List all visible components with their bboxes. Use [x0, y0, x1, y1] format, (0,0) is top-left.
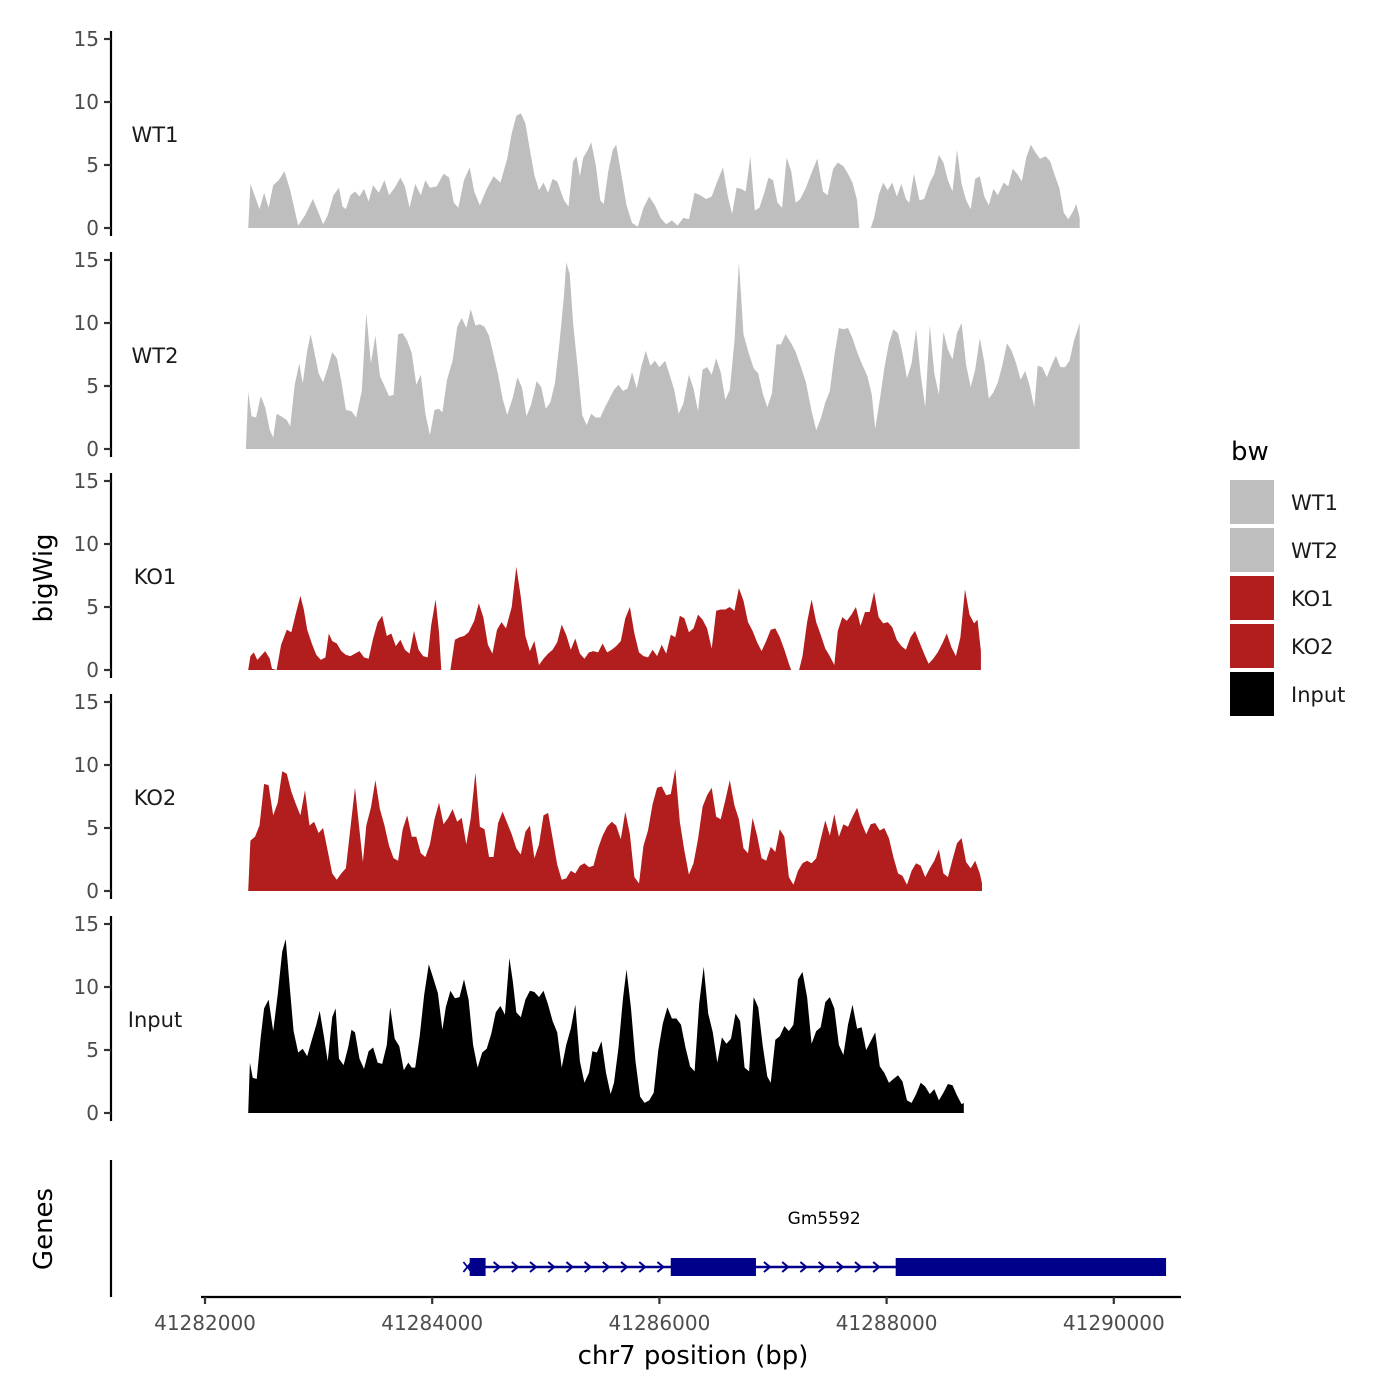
strand-arrow: [492, 1261, 502, 1273]
y-tick-label: 5: [86, 1038, 99, 1062]
track-area-ko1: [248, 566, 981, 670]
strand-arrow: [565, 1261, 574, 1273]
y-axis-title: bigWig: [29, 533, 59, 622]
strand-arrow: [817, 1261, 827, 1273]
x-tick-label: 41288000: [836, 1311, 938, 1335]
track-panel-input: 0 5 10 15 Input: [74, 912, 964, 1125]
legend-title: bw: [1231, 437, 1269, 467]
legend-item-input: Input: [1230, 672, 1345, 716]
y-tick-label: 10: [74, 311, 99, 335]
track-label: Input: [128, 1008, 182, 1032]
gene-gm5592: Gm5592: [462, 1209, 1167, 1276]
legend-item-wt2: WT2: [1230, 528, 1338, 572]
legend-items: WT1 WT2 KO1 KO2 Input: [1230, 480, 1345, 716]
track-area-ko2: [248, 768, 982, 891]
strand-arrow: [583, 1261, 593, 1273]
track-area-input: [248, 939, 964, 1113]
gene-exon: [469, 1258, 486, 1276]
y-tick-label: 10: [74, 753, 99, 777]
gene-label: Gm5592: [788, 1209, 861, 1229]
y-tick-label: 10: [74, 975, 99, 999]
strand-arrow: [872, 1261, 881, 1273]
track-label: WT2: [132, 344, 179, 368]
y-tick-label: 15: [74, 248, 99, 272]
y-tick-label: 0: [86, 879, 99, 903]
y-tick-label: 10: [74, 532, 99, 556]
gene-exon: [670, 1258, 756, 1276]
legend-label: KO2: [1291, 635, 1334, 659]
legend-label: Input: [1291, 683, 1345, 707]
legend-label: KO1: [1291, 587, 1334, 611]
genes-axis-title: Genes: [29, 1188, 59, 1270]
y-tick-label: 5: [86, 153, 99, 177]
track-panel-ko2: 0 5 10 15 KO2: [74, 690, 982, 903]
track-label: WT1: [132, 123, 179, 147]
x-tick-label: 41290000: [1063, 1311, 1165, 1335]
genes-layer: Gm5592: [109, 1160, 1167, 1297]
legend-swatch: [1230, 672, 1274, 716]
strand-arrow: [854, 1261, 863, 1273]
x-tick-label: 41284000: [381, 1311, 483, 1335]
strand-arrow: [620, 1261, 629, 1273]
x-axis: 41282000 41284000 41286000 41288000 41290000: [154, 1295, 1181, 1335]
strand-arrow: [799, 1261, 808, 1273]
strand-arrow: [781, 1261, 790, 1273]
track-area-wt2: [245, 262, 1080, 449]
legend-swatch: [1230, 528, 1274, 572]
legend-swatch: [1230, 480, 1274, 524]
gene-exon: [895, 1258, 1167, 1276]
y-tick-label: 0: [86, 437, 99, 461]
strand-arrow: [602, 1261, 611, 1273]
strand-arrow: [547, 1261, 556, 1273]
strand-arrow: [638, 1261, 647, 1273]
y-tick-label: 5: [86, 816, 99, 840]
track-area-wt1: [248, 113, 1080, 228]
x-tick-label: 41286000: [609, 1311, 711, 1335]
track-label: KO2: [134, 786, 177, 810]
legend-swatch: [1230, 576, 1274, 620]
y-tick-label: 15: [74, 912, 99, 936]
y-tick-label: 5: [86, 595, 99, 619]
y-tick-label: 15: [74, 469, 99, 493]
track-panel-wt1: 0 5 10 15 WT1: [74, 27, 1080, 240]
track-panel-wt2: 0 5 10 15 WT2: [74, 248, 1080, 461]
strand-arrow: [763, 1261, 772, 1273]
y-tick-label: 10: [74, 90, 99, 114]
track-label: KO1: [134, 565, 177, 589]
y-tick-label: 5: [86, 374, 99, 398]
track-panel-ko1: 0 5 10 15 KO1: [74, 469, 981, 682]
legend: bw WT1 WT2 KO1 KO2 Input: [1230, 437, 1345, 716]
y-tick-label: 15: [74, 690, 99, 714]
y-tick-label: 15: [74, 27, 99, 51]
legend-item-wt1: WT1: [1230, 480, 1338, 524]
legend-swatch: [1230, 624, 1274, 668]
legend-label: WT1: [1291, 491, 1338, 515]
legend-label: WT2: [1291, 539, 1338, 563]
y-tick-label: 0: [86, 1101, 99, 1125]
strand-arrow: [511, 1261, 520, 1273]
strand-arrow: [529, 1261, 538, 1273]
x-axis-title: chr7 position (bp): [578, 1341, 809, 1371]
strand-arrow: [836, 1261, 845, 1273]
legend-item-ko1: KO1: [1230, 576, 1334, 620]
strand-arrow: [656, 1261, 665, 1273]
x-tick-label: 41282000: [154, 1311, 256, 1335]
legend-item-ko2: KO2: [1230, 624, 1334, 668]
tracks-layer: 0 5 10 15 WT1 0 5 10 15 WT2 0 5 10 15 KO1 0 5 10 15 KO2 0 5 10…: [74, 27, 1080, 1125]
y-tick-label: 0: [86, 658, 99, 682]
y-tick-label: 0: [86, 216, 99, 240]
